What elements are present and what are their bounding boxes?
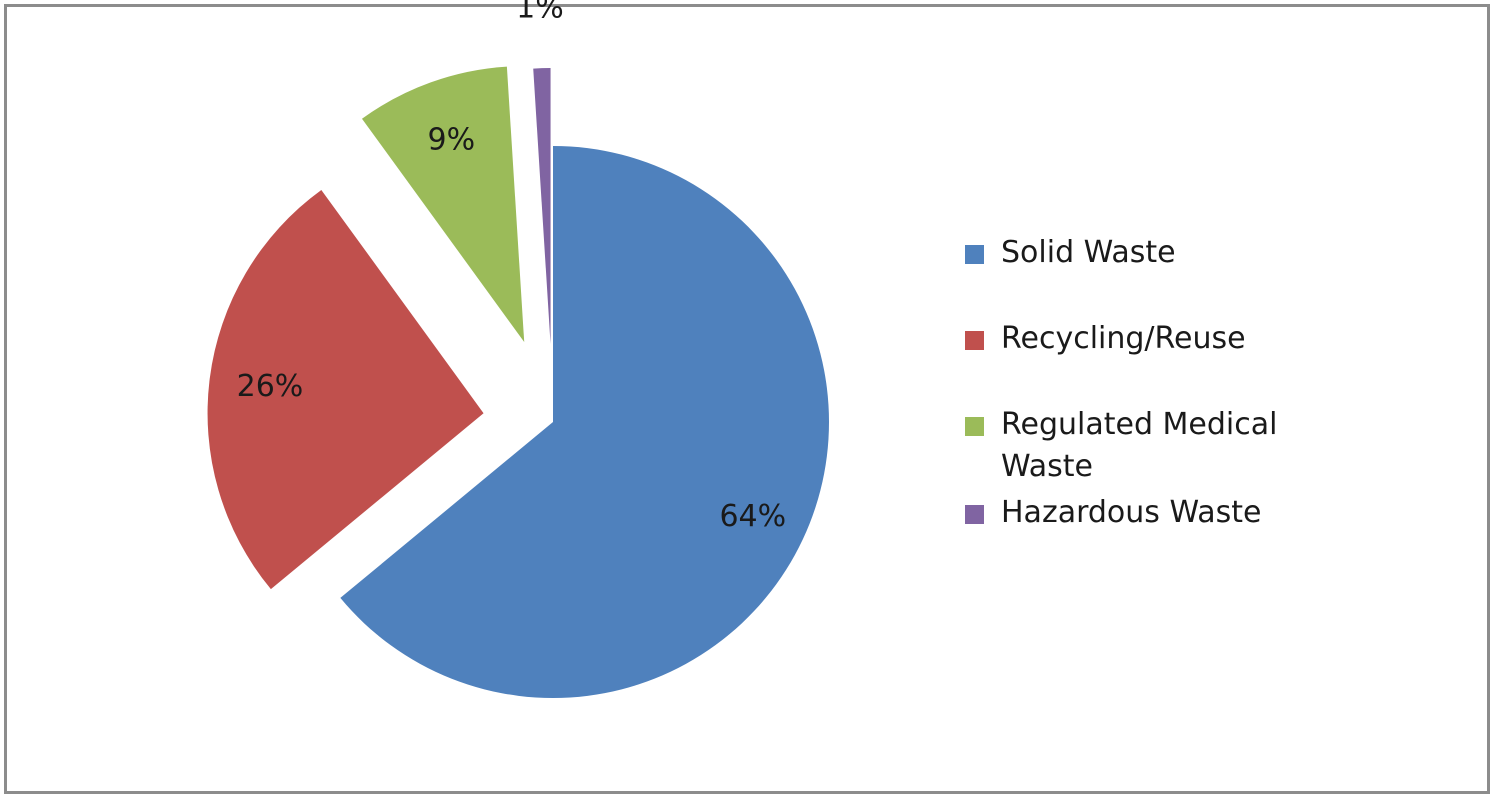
legend: Solid Waste Recycling/Reuse Regulated Me…	[965, 232, 1385, 578]
legend-swatch-regulated-medical-waste	[965, 417, 984, 436]
slice-regulated-medical-waste-label: 9%	[427, 122, 475, 157]
slice-hazardous-waste	[533, 68, 551, 345]
slice-solid-waste-label: 64%	[719, 499, 786, 534]
legend-item-hazardous-waste: Hazardous Waste	[965, 492, 1385, 534]
legend-label-regulated-medical-waste: Regulated Medical Waste	[1001, 407, 1278, 484]
legend-item-recycling-reuse: Recycling/Reuse	[965, 318, 1385, 360]
legend-item-regulated-medical-waste: Regulated Medical Waste	[965, 404, 1341, 488]
legend-swatch-recycling-reuse	[965, 331, 984, 350]
legend-label-solid-waste: Solid Waste	[1001, 235, 1176, 270]
legend-swatch-solid-waste	[965, 245, 984, 264]
slice-recycling-reuse-label: 26%	[237, 369, 304, 404]
legend-item-solid-waste: Solid Waste	[965, 232, 1385, 274]
slice-solid-waste	[340, 146, 829, 699]
legend-label-recycling-reuse: Recycling/Reuse	[1001, 321, 1246, 356]
slice-regulated-medical-waste	[361, 66, 525, 343]
slice-hazardous-waste-label: 1%	[516, 0, 564, 25]
slice-recycling-reuse	[207, 189, 484, 590]
legend-label-hazardous-waste: Hazardous Waste	[1001, 495, 1262, 530]
legend-swatch-hazardous-waste	[965, 505, 984, 524]
